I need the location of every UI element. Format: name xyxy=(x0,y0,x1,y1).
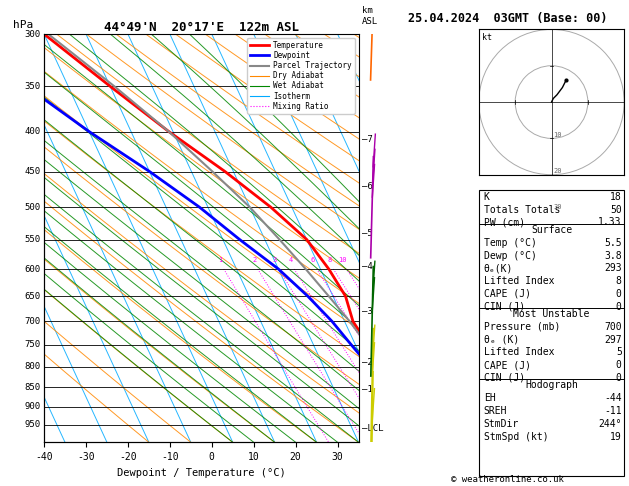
Title: 44°49'N  20°17'E  122m ASL: 44°49'N 20°17'E 122m ASL xyxy=(104,21,299,34)
Text: 850: 850 xyxy=(24,382,40,392)
Text: 10: 10 xyxy=(554,132,562,138)
Text: km
ASL: km ASL xyxy=(362,6,378,26)
Text: 300: 300 xyxy=(24,30,40,38)
Text: 3.8: 3.8 xyxy=(604,251,621,260)
Text: 10: 10 xyxy=(338,258,347,263)
Text: 950: 950 xyxy=(24,420,40,429)
Text: 800: 800 xyxy=(24,362,40,371)
Text: © weatheronline.co.uk: © weatheronline.co.uk xyxy=(452,474,564,484)
Text: Surface: Surface xyxy=(531,225,572,235)
Text: StmSpd (kt): StmSpd (kt) xyxy=(484,432,548,442)
Text: StmDir: StmDir xyxy=(484,419,519,429)
Text: –LCL: –LCL xyxy=(362,424,383,433)
FancyBboxPatch shape xyxy=(479,190,624,476)
Text: –2: –2 xyxy=(362,358,372,367)
Text: 0: 0 xyxy=(616,360,621,370)
Text: 700: 700 xyxy=(24,317,40,326)
Text: 3: 3 xyxy=(273,258,277,263)
X-axis label: Dewpoint / Temperature (°C): Dewpoint / Temperature (°C) xyxy=(117,468,286,478)
Text: 297: 297 xyxy=(604,335,621,345)
Text: EH: EH xyxy=(484,393,496,403)
Text: Totals Totals: Totals Totals xyxy=(484,205,560,215)
Text: 600: 600 xyxy=(24,264,40,274)
Text: 30: 30 xyxy=(554,204,562,210)
Text: 400: 400 xyxy=(24,127,40,136)
Text: 20: 20 xyxy=(554,168,562,174)
Text: 650: 650 xyxy=(24,292,40,301)
Text: 1.33: 1.33 xyxy=(598,217,621,227)
Text: 18: 18 xyxy=(610,192,621,202)
Text: –3: –3 xyxy=(362,307,372,316)
Text: 450: 450 xyxy=(24,167,40,176)
Text: 1: 1 xyxy=(218,258,223,263)
Text: 6: 6 xyxy=(311,258,315,263)
Text: CAPE (J): CAPE (J) xyxy=(484,289,531,299)
Text: Lifted Index: Lifted Index xyxy=(484,276,554,286)
Text: θₑ(K): θₑ(K) xyxy=(484,263,513,273)
Text: 350: 350 xyxy=(24,82,40,91)
Text: 500: 500 xyxy=(24,203,40,212)
Text: Pressure (mb): Pressure (mb) xyxy=(484,322,560,332)
Text: 550: 550 xyxy=(24,235,40,244)
Text: CIN (J): CIN (J) xyxy=(484,302,525,312)
Text: -44: -44 xyxy=(604,393,621,403)
Text: 0: 0 xyxy=(616,289,621,299)
Text: PW (cm): PW (cm) xyxy=(484,217,525,227)
Text: 19: 19 xyxy=(610,432,621,442)
Text: Hodograph: Hodograph xyxy=(525,380,578,390)
Text: –6: –6 xyxy=(362,182,372,191)
Text: θₑ (K): θₑ (K) xyxy=(484,335,519,345)
Text: 5.5: 5.5 xyxy=(604,238,621,248)
Text: 750: 750 xyxy=(24,340,40,349)
Text: -11: -11 xyxy=(604,406,621,416)
Legend: Temperature, Dewpoint, Parcel Trajectory, Dry Adiabat, Wet Adiabat, Isotherm, Mi: Temperature, Dewpoint, Parcel Trajectory… xyxy=(247,38,355,114)
Text: –1: –1 xyxy=(362,384,372,394)
Text: hPa: hPa xyxy=(13,20,33,30)
Text: 293: 293 xyxy=(604,263,621,273)
Text: –5: –5 xyxy=(362,229,372,238)
Text: 50: 50 xyxy=(610,205,621,215)
Text: 25.04.2024  03GMT (Base: 00): 25.04.2024 03GMT (Base: 00) xyxy=(408,12,608,25)
Text: 244°: 244° xyxy=(598,419,621,429)
Text: –7: –7 xyxy=(362,136,372,144)
Text: K: K xyxy=(484,192,489,202)
Text: SREH: SREH xyxy=(484,406,507,416)
Text: –4: –4 xyxy=(362,262,372,271)
Text: kt: kt xyxy=(482,33,493,42)
Text: 2: 2 xyxy=(252,258,257,263)
Text: 8: 8 xyxy=(328,258,331,263)
Text: Most Unstable: Most Unstable xyxy=(513,309,590,319)
Text: Dewp (°C): Dewp (°C) xyxy=(484,251,537,260)
Text: 4: 4 xyxy=(289,258,292,263)
Text: 900: 900 xyxy=(24,402,40,411)
Text: 0: 0 xyxy=(616,373,621,383)
Text: 700: 700 xyxy=(604,322,621,332)
Text: Temp (°C): Temp (°C) xyxy=(484,238,537,248)
Text: 5: 5 xyxy=(616,347,621,357)
Text: CIN (J): CIN (J) xyxy=(484,373,525,383)
Text: CAPE (J): CAPE (J) xyxy=(484,360,531,370)
Text: 8: 8 xyxy=(616,276,621,286)
Text: 0: 0 xyxy=(616,302,621,312)
Text: Lifted Index: Lifted Index xyxy=(484,347,554,357)
